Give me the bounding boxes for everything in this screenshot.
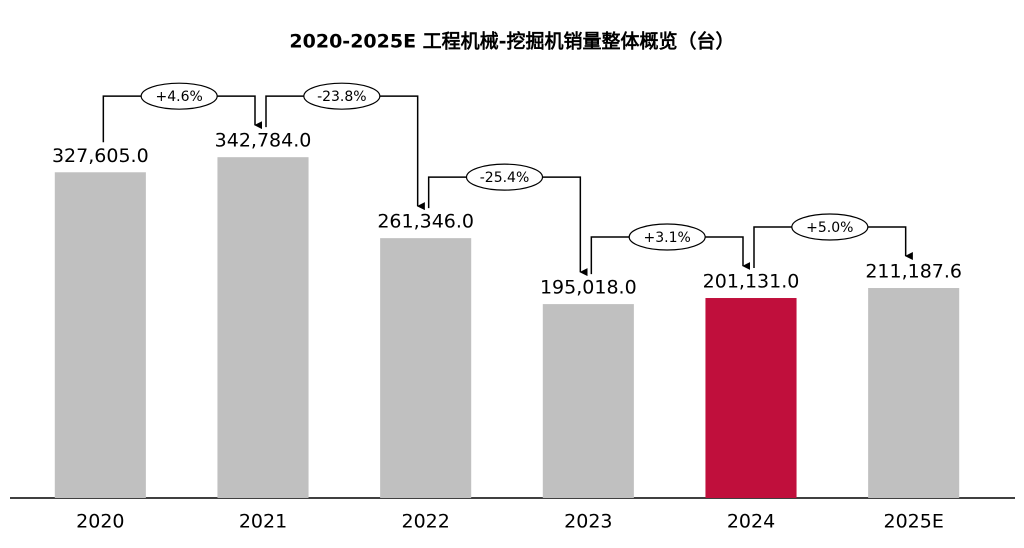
bar <box>868 288 960 498</box>
growth-bubble <box>465 163 544 191</box>
growth-bubble <box>140 82 218 110</box>
growth-label: -23.8% <box>317 89 367 105</box>
growth-bubble <box>628 223 706 251</box>
value-label: 211,187.6 <box>865 261 962 283</box>
growth-bubble <box>303 82 381 110</box>
growth-bubble <box>791 213 869 241</box>
bar <box>380 238 472 498</box>
growth-label: +4.6% <box>156 89 203 105</box>
bar <box>542 304 634 498</box>
x-tick-label: 2025E <box>883 511 943 533</box>
growth-label: +3.1% <box>644 230 691 246</box>
value-label: 261,346.0 <box>377 211 474 233</box>
value-label: 195,018.0 <box>540 277 637 299</box>
growth-label: -25.4% <box>480 170 530 186</box>
x-tick-label: 2020 <box>76 511 124 533</box>
x-tick-label: 2021 <box>239 511 287 533</box>
x-tick-label: 2022 <box>401 511 449 533</box>
bar <box>705 298 797 498</box>
chart-title: 2020-2025E 工程机械-挖掘机销量整体概览（台） <box>289 30 734 53</box>
bar <box>217 157 309 499</box>
value-label: 201,131.0 <box>703 271 800 293</box>
x-tick-label: 2024 <box>727 511 775 533</box>
value-label: 342,784.0 <box>215 130 312 152</box>
bar <box>54 172 146 498</box>
growth-label: +5.0% <box>806 220 853 236</box>
value-label: 327,605.0 <box>52 145 149 167</box>
x-tick-label: 2023 <box>564 511 612 533</box>
